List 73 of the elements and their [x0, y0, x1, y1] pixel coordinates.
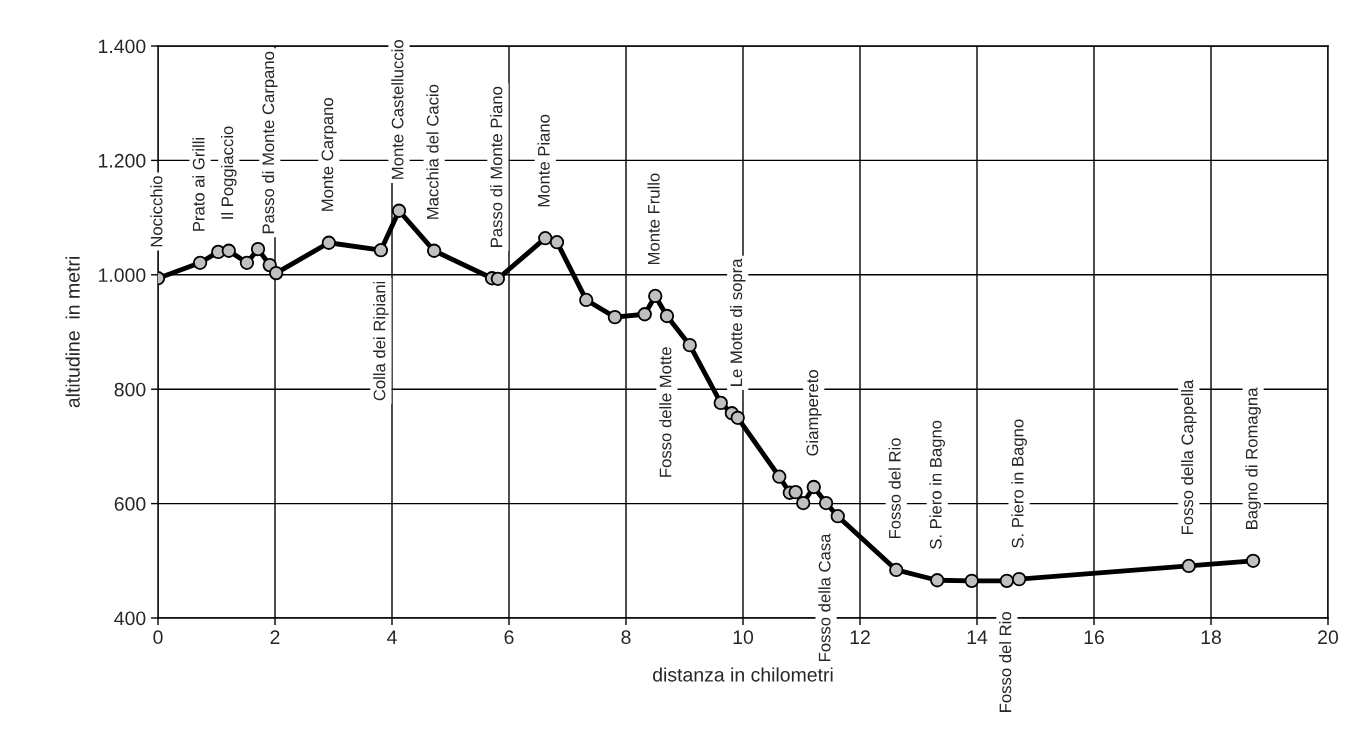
point — [818, 495, 834, 511]
point — [321, 235, 336, 250]
annotation: Monte Piano — [537, 114, 550, 207]
point — [192, 255, 208, 270]
annotation: Monte Frullo — [647, 173, 660, 265]
annotation: Bagno di Romagna — [1245, 387, 1261, 529]
x-tick-label: 10 — [733, 630, 754, 645]
point — [964, 573, 979, 588]
x-tick-label: 12 — [850, 630, 870, 644]
point — [772, 469, 787, 484]
point — [549, 235, 565, 250]
point — [999, 573, 1014, 588]
annotation: Fosso della Casa — [818, 533, 831, 661]
x-tick-label: 8 — [621, 630, 631, 645]
point — [607, 309, 623, 325]
point — [637, 307, 652, 322]
y-tick-label: 600 — [114, 497, 146, 511]
point — [806, 479, 821, 495]
y-tick-label: 1.000 — [99, 268, 146, 283]
point — [426, 243, 442, 258]
x-tick-label: 0 — [153, 630, 163, 645]
point — [788, 485, 803, 500]
y-tick-label: 1.400 — [99, 39, 146, 54]
point — [930, 573, 945, 588]
annotation: Passo di Monte Carpano — [261, 51, 278, 234]
annotation: Monte Carpano — [321, 98, 337, 211]
point — [239, 255, 255, 270]
annotation: Fosso del Rio — [888, 438, 901, 539]
point — [682, 338, 697, 353]
point — [490, 271, 506, 286]
x-tick-label: 6 — [504, 630, 514, 645]
point — [830, 509, 845, 524]
annotation: Colla dei Ripiani — [373, 281, 389, 401]
point — [1245, 553, 1261, 568]
annotation: Prato ai Grilli — [192, 137, 205, 231]
annotation: Fosso della Cappella — [1181, 379, 1197, 535]
point — [730, 410, 745, 425]
annotation: Il Poggiaccio — [221, 126, 237, 219]
point — [579, 292, 594, 308]
point — [659, 308, 675, 324]
y-tick-label: 400 — [114, 611, 146, 626]
y-axis-title: altitudine in metri — [65, 257, 80, 408]
annotation: Giampereto — [806, 370, 822, 456]
y-tick-label: 800 — [114, 382, 146, 397]
point — [538, 231, 553, 246]
point — [391, 203, 407, 218]
x-tick-label: 2 — [270, 630, 280, 644]
annotation: Monte Castelluccio — [391, 40, 404, 179]
x-tick-label: 14 — [967, 630, 988, 644]
x-axis-title: distanza in chilometri — [653, 667, 833, 682]
point — [648, 288, 663, 304]
annotation: Passo di Monte Piano — [490, 86, 503, 247]
annotation: Fosso del Rio — [999, 612, 1012, 712]
point — [221, 243, 236, 258]
point — [373, 243, 389, 258]
point — [1181, 558, 1196, 574]
point — [250, 241, 266, 257]
annotation: Macchia del Cacio — [426, 84, 439, 219]
x-tick-label: 4 — [387, 630, 397, 644]
annotation: Fosso delle Motte — [659, 347, 672, 477]
annotation: Le Motte di sopra — [729, 258, 746, 386]
point — [796, 495, 811, 511]
x-tick-label: 16 — [1084, 630, 1104, 645]
point — [269, 265, 284, 281]
annotation: Nocicchio — [150, 176, 163, 247]
point — [713, 395, 728, 411]
y-tick-label: 1.200 — [99, 153, 146, 168]
x-tick-label: 20 — [1318, 630, 1339, 645]
annotation: S. Piero in Bagno — [1011, 419, 1027, 548]
point — [889, 562, 904, 578]
annotation: S. Piero in Bagno — [929, 420, 945, 549]
x-tick-label: 18 — [1201, 630, 1221, 645]
point — [1011, 571, 1027, 587]
